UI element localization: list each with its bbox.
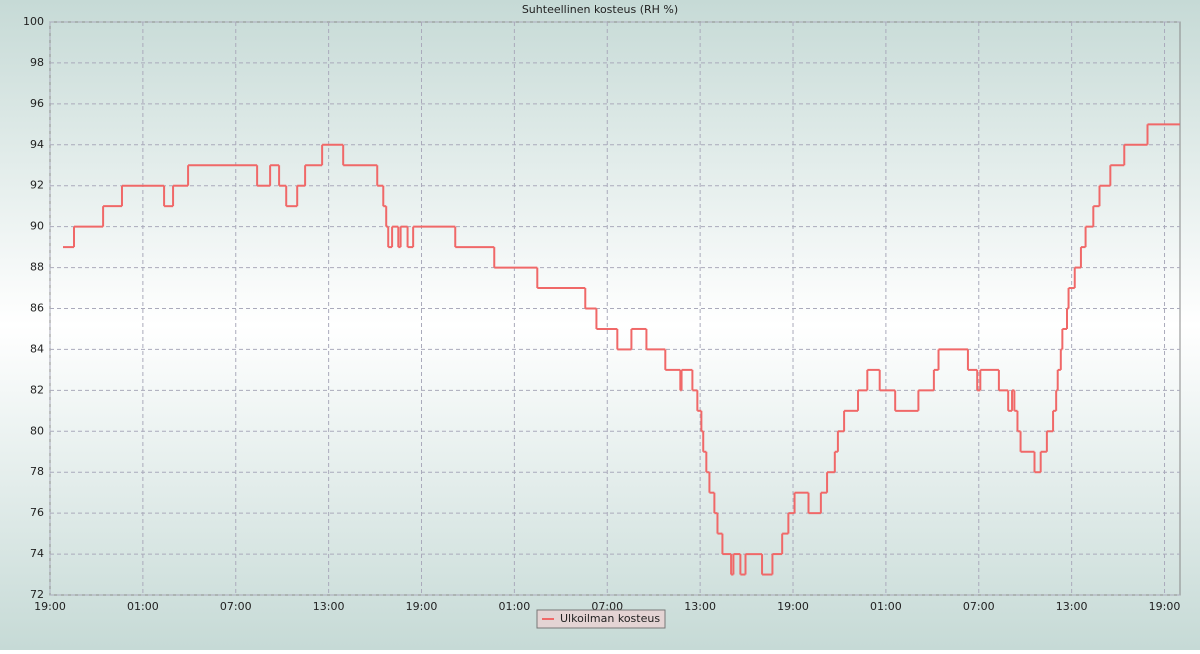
y-tick-label: 90 xyxy=(30,220,44,233)
chart-title: Suhteellinen kosteus (RH %) xyxy=(522,3,678,16)
y-tick-label: 74 xyxy=(30,547,44,560)
y-tick-label: 80 xyxy=(30,424,44,437)
x-tick-label: 19:00 xyxy=(777,600,809,613)
x-tick-label: 19:00 xyxy=(34,600,66,613)
y-tick-label: 86 xyxy=(30,302,44,315)
x-tick-label: 01:00 xyxy=(870,600,902,613)
y-tick-label: 98 xyxy=(30,56,44,69)
x-tick-label: 07:00 xyxy=(963,600,995,613)
x-tick-label: 13:00 xyxy=(1056,600,1088,613)
y-tick-label: 88 xyxy=(30,261,44,274)
y-tick-label: 78 xyxy=(30,465,44,478)
legend-box xyxy=(536,609,666,629)
x-tick-label: 19:00 xyxy=(406,600,438,613)
x-tick-label: 19:00 xyxy=(1149,600,1181,613)
x-tick-label: 01:00 xyxy=(127,600,159,613)
legend-label: Ulkoilman kosteus xyxy=(560,612,660,625)
y-tick-label: 84 xyxy=(30,342,44,355)
y-tick-label: 72 xyxy=(30,588,44,601)
y-tick-label: 82 xyxy=(30,383,44,396)
x-tick-label: 01:00 xyxy=(499,600,531,613)
y-tick-label: 94 xyxy=(30,138,44,151)
x-tick-label: 07:00 xyxy=(220,600,252,613)
y-tick-label: 76 xyxy=(30,506,44,519)
y-tick-label: 92 xyxy=(30,179,44,192)
y-tick-label: 100 xyxy=(23,15,44,28)
y-tick-label: 96 xyxy=(30,97,44,110)
x-tick-label: 13:00 xyxy=(313,600,345,613)
x-tick-label: 13:00 xyxy=(684,600,716,613)
